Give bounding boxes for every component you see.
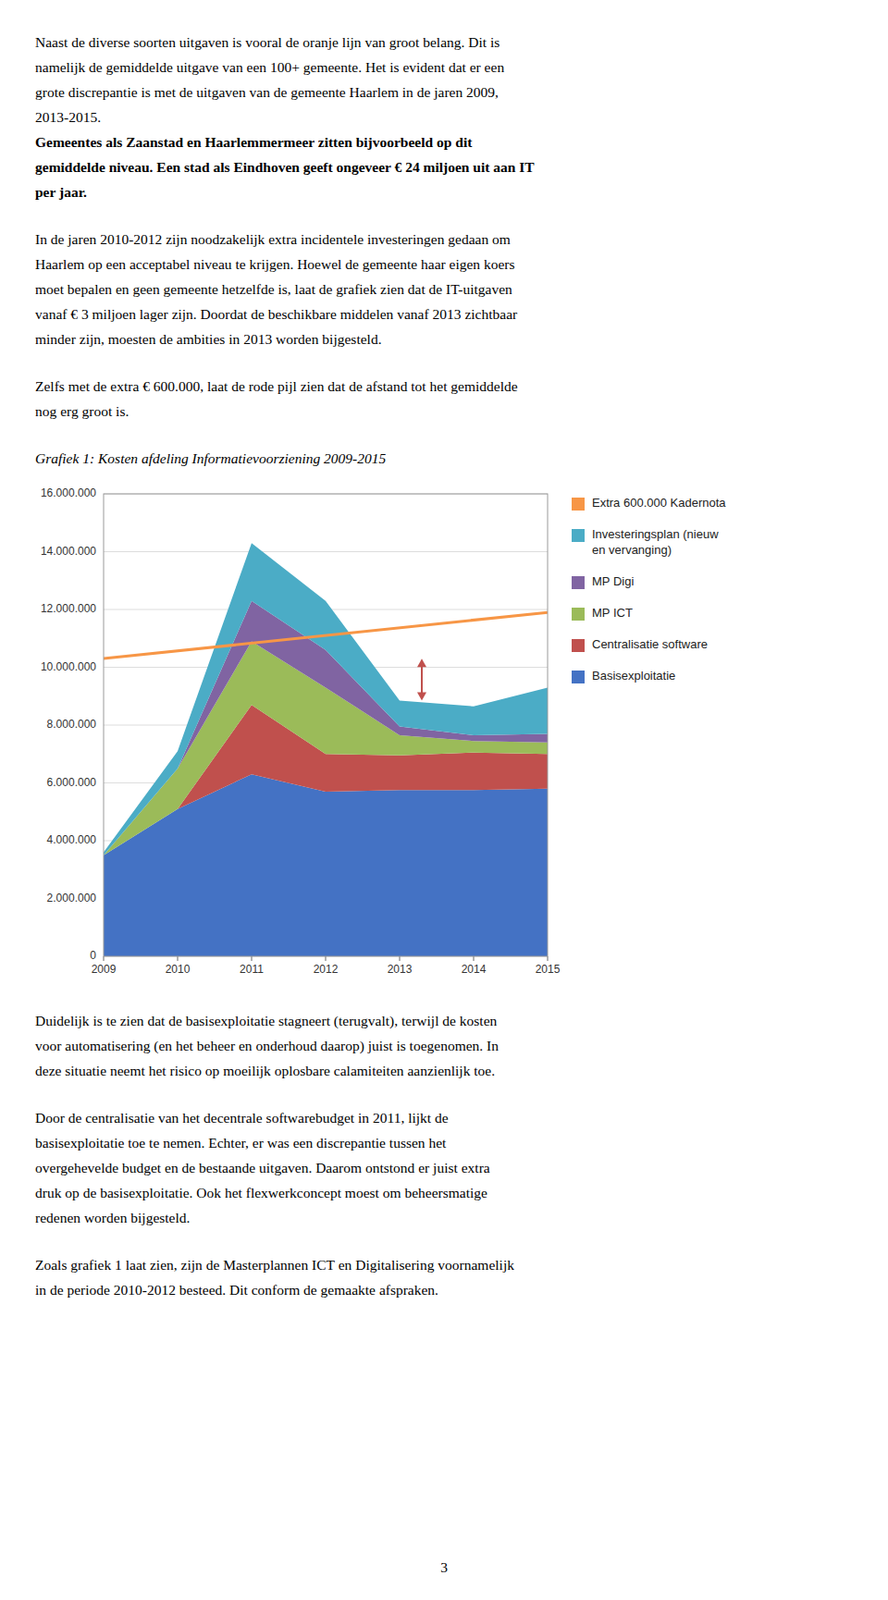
body-line: namelijk de gemiddelde uitgave van een 1… bbox=[35, 59, 505, 75]
body-line: minder zijn, moesten de ambities in 2013… bbox=[35, 331, 383, 347]
legend-swatch bbox=[571, 670, 585, 684]
area bbox=[103, 542, 548, 856]
body-line-bold: Gemeentes als Zaanstad en Haarlemmermeer… bbox=[35, 134, 473, 150]
arrow bbox=[417, 658, 427, 701]
y-tick-label: 8.000.000 bbox=[47, 717, 98, 731]
arrow-head bbox=[417, 691, 427, 701]
page: Naast de diverse soorten uitgaven is voo… bbox=[0, 0, 888, 1600]
legend-swatch bbox=[571, 607, 585, 621]
body-line: moet bepalen en geen gemeente hetzelfde … bbox=[35, 281, 513, 297]
legend-label: MP Digi bbox=[592, 574, 634, 589]
body-line: Duidelijk is te zien dat de basisexploit… bbox=[35, 1012, 498, 1030]
x-tick-label: 2015 bbox=[535, 962, 561, 976]
y-tick-label: 10.000.000 bbox=[40, 660, 97, 674]
body-line-bold: per jaar. bbox=[35, 184, 87, 200]
body-line: 2013-2015. bbox=[35, 109, 101, 125]
body-line: vanaf € 3 miljoen lager zijn. Doordat de… bbox=[35, 306, 518, 322]
x-tick-label: 2011 bbox=[239, 962, 264, 976]
legend-label: MP ICT bbox=[592, 605, 633, 620]
legend-swatch bbox=[571, 529, 585, 543]
body-line: Haarlem op een acceptabel niveau te krij… bbox=[35, 256, 516, 272]
legend-swatch bbox=[571, 639, 585, 653]
x-tick bbox=[399, 956, 401, 962]
y-axis: 0 2.000.000 4.000.000 6.000.000 8.000.000 10.… bbox=[40, 486, 548, 962]
legend: Extra 600.000 Kadernota Investeringsplan … bbox=[571, 495, 727, 684]
y-tick-label: 16.000.000 bbox=[40, 486, 97, 500]
y-tick-label: 0 bbox=[89, 949, 97, 962]
body-line: Zoals grafiek 1 laat zien, zijn de Maste… bbox=[35, 1257, 515, 1273]
legend-label-line: Extra 600.000 Kadernota bbox=[592, 495, 727, 510]
x-tick bbox=[547, 956, 549, 962]
legend-label: Investeringsplan (nieuwen vervanging) bbox=[592, 527, 719, 557]
x-axis: 2009 2010 2011 2012 2013 2014 2015 bbox=[91, 956, 561, 976]
x-tick bbox=[325, 956, 327, 962]
x-tick-label: 2013 bbox=[387, 962, 413, 976]
y-tick-label: 6.000.000 bbox=[47, 776, 98, 790]
arrow-head bbox=[417, 658, 427, 667]
chart-title: Grafiek 1: Kosten afdeling Informatievoo… bbox=[35, 450, 387, 467]
x-tick bbox=[473, 956, 475, 962]
body-line: Zelfs met de extra € 600.000, laat de ro… bbox=[35, 378, 518, 395]
body-line: nog erg groot is. bbox=[35, 403, 129, 420]
legend-swatch bbox=[571, 497, 585, 511]
body-line-bold: gemiddelde niveau. Een stad als Eindhove… bbox=[35, 159, 535, 175]
body-line: voor automatisering (en het beheer en on… bbox=[35, 1037, 499, 1055]
x-tick bbox=[103, 956, 105, 962]
x-tick bbox=[251, 956, 253, 962]
x-tick bbox=[177, 956, 179, 962]
plot-frame bbox=[103, 493, 548, 957]
legend-swatch bbox=[571, 576, 585, 590]
arrow-shaft bbox=[420, 664, 423, 697]
body-line: basisexploitatie toe te nemen. Echter, e… bbox=[35, 1134, 447, 1151]
y-tick-label: 4.000.000 bbox=[47, 833, 98, 847]
legend-label-line: en vervanging) bbox=[592, 542, 672, 557]
legend-label: Centralisatie software bbox=[592, 637, 708, 652]
body-line: In de jaren 2010-2012 zijn noodzakelijk … bbox=[35, 231, 511, 247]
legend-label: Basisexploitatie bbox=[592, 668, 676, 683]
legend-label-line: MP Digi bbox=[592, 574, 634, 589]
x-tick-label: 2014 bbox=[461, 962, 487, 976]
legend-label-line: Basisexploitatie bbox=[592, 668, 676, 683]
y-tick-label: 12.000.000 bbox=[40, 602, 97, 616]
legend-label-line: Centralisatie software bbox=[592, 637, 708, 652]
x-tick-label: 2009 bbox=[91, 962, 117, 976]
body-line: druk op de basisexploitatie. Ook het fle… bbox=[35, 1184, 488, 1201]
body-line: in de periode 2010-2012 besteed. Dit con… bbox=[35, 1282, 439, 1298]
x-tick-label: 2012 bbox=[313, 962, 339, 976]
line bbox=[103, 612, 548, 659]
body-line: deze situatie neemt het risico op moeili… bbox=[35, 1062, 495, 1079]
body-line: Door de centralisatie van het decentrale… bbox=[35, 1110, 449, 1126]
y-tick-label: 14.000.000 bbox=[40, 544, 97, 558]
body-line: overgehevelde budget en de bestaande uit… bbox=[35, 1159, 491, 1176]
legend-label: Extra 600.000 Kadernota bbox=[592, 495, 727, 510]
body-line: Naast de diverse soorten uitgaven is voo… bbox=[35, 34, 500, 50]
grid-line bbox=[103, 551, 548, 553]
legend-label-line: Investeringsplan (nieuw bbox=[592, 527, 719, 542]
body-line: grote discrepantie is met de uitgaven va… bbox=[35, 84, 499, 100]
x-tick-label: 2010 bbox=[165, 962, 191, 976]
plot-data bbox=[103, 542, 548, 957]
body-line: redenen worden bijgesteld. bbox=[35, 1209, 190, 1226]
page-number: 3 bbox=[440, 1559, 448, 1576]
y-tick-label: 2.000.000 bbox=[47, 891, 98, 905]
legend-label-line: MP ICT bbox=[592, 605, 633, 620]
